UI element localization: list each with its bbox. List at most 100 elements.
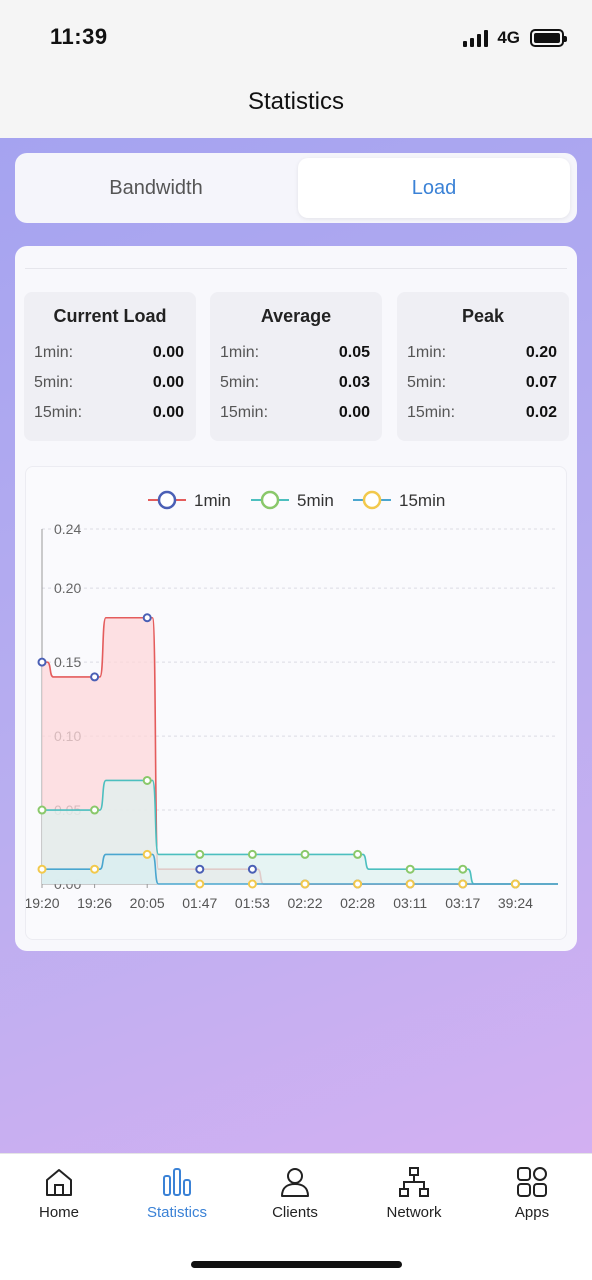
stat-value: 0.02: [525, 404, 557, 421]
stat-label: 1min:: [220, 344, 260, 361]
nav-clients[interactable]: Clients: [236, 1154, 354, 1234]
signal-icon: [463, 29, 489, 47]
load-card: Current Load 1min: 0.00 5min: 0.00 15min: 0…: [15, 246, 577, 951]
series-line-15min: [42, 853, 558, 885]
statistics-icon: [163, 1168, 191, 1196]
network-type: 4G: [497, 28, 520, 47]
stat-value: 0.03: [338, 374, 370, 391]
data-point-5min: [90, 805, 100, 815]
data-point-5min: [142, 775, 152, 785]
y-tick-label: 0.20: [54, 580, 81, 596]
home-icon: [46, 1169, 72, 1196]
series-area-15min: [42, 854, 558, 884]
x-tick-label: 39:24: [498, 895, 533, 911]
legend-label: 15min: [399, 491, 445, 510]
stat-label: 5min:: [220, 374, 260, 391]
status-indicators: 4G: [463, 26, 567, 50]
stat-row: 5min: 0.03: [220, 374, 370, 396]
load-chart: 0.000.050.100.150.200.2419:2019:2620:050…: [25, 466, 567, 940]
nav-label: Clients: [272, 1204, 318, 1221]
nav-label: Home: [38, 1204, 79, 1221]
bottom-nav: Home Statistics Clients Network: [0, 1153, 592, 1280]
stat-title: Average: [260, 306, 332, 326]
stat-current-load: Current Load 1min: 0.00 5min: 0.00 15min: 0…: [24, 292, 196, 441]
data-point-15min: [142, 849, 152, 859]
data-point-15min: [353, 879, 363, 889]
data-point-15min: [90, 864, 100, 874]
data-point-5min: [37, 805, 47, 815]
legend-marker-1min: [157, 490, 177, 510]
status-time: 11:39: [50, 24, 108, 49]
x-tick-label: 02:28: [340, 895, 375, 911]
data-point-5min: [353, 849, 363, 859]
clients-icon: [281, 1168, 309, 1197]
stat-value: 0.05: [338, 344, 370, 361]
nav-apps[interactable]: Apps: [473, 1154, 591, 1234]
nav-statistics[interactable]: Statistics: [118, 1154, 236, 1234]
divider: [25, 268, 567, 269]
legend-label: 1min: [194, 491, 231, 510]
stat-title: Peak: [461, 306, 505, 326]
stat-row: 5min: 0.07: [407, 374, 557, 396]
data-point-1min: [195, 864, 205, 874]
data-point-15min: [37, 864, 47, 874]
y-tick-label: 0.15: [54, 654, 81, 670]
data-point-1min: [247, 864, 257, 874]
stat-average: Average 1min: 0.05 5min: 0.03 15min: 0.00: [210, 292, 382, 441]
stat-row: 15min: 0.00: [220, 404, 370, 426]
stat-row: 1min: 0.05: [220, 344, 370, 366]
data-point-15min: [300, 879, 310, 889]
stat-value: 0.00: [338, 404, 370, 421]
x-tick-label: 01:47: [182, 895, 217, 911]
data-point-5min: [195, 849, 205, 859]
network-icon: [399, 1167, 429, 1197]
stat-label: 15min:: [220, 404, 269, 421]
stat-row: 1min: 0.20: [407, 344, 557, 366]
data-point-15min: [247, 879, 257, 889]
tab-bandwidth[interactable]: Bandwidth: [109, 176, 203, 199]
page-title: Statistics: [247, 88, 345, 115]
x-tick-label: 03:17: [445, 895, 480, 911]
x-tick-label: 02:22: [287, 895, 322, 911]
home-indicator: [191, 1261, 402, 1268]
stat-value: 0.07: [525, 374, 557, 391]
x-tick-label: 19:20: [26, 895, 60, 911]
apps-icon: [517, 1167, 547, 1197]
data-point-1min: [90, 672, 100, 682]
data-point-1min: [142, 613, 152, 623]
data-point-5min: [300, 849, 310, 859]
stat-label: 1min:: [407, 344, 447, 361]
legend-marker-5min: [260, 490, 280, 510]
data-point-15min: [195, 879, 205, 889]
y-tick-label: 0.24: [54, 521, 81, 537]
nav-home[interactable]: Home: [0, 1154, 118, 1234]
series-area-5min: [42, 780, 558, 884]
stat-label: 5min:: [407, 374, 447, 391]
stat-row: 15min: 0.00: [34, 404, 184, 426]
tab-load[interactable]: Load: [298, 158, 570, 218]
series-line-5min: [42, 779, 558, 885]
data-point-15min: [458, 879, 468, 889]
stat-label: 15min:: [34, 404, 83, 421]
x-tick-label: 01:53: [235, 895, 270, 911]
data-point-15min: [510, 879, 520, 889]
nav-label: Apps: [514, 1204, 550, 1221]
stat-value: 0.00: [152, 374, 184, 391]
stat-label: 1min:: [34, 344, 74, 361]
stat-value: 0.20: [525, 344, 557, 361]
stat-row: 1min: 0.00: [34, 344, 184, 366]
stat-label: 5min:: [34, 374, 74, 391]
data-point-5min: [247, 849, 257, 859]
x-tick-label: 20:05: [130, 895, 165, 911]
data-point-15min: [405, 879, 415, 889]
battery-icon: [530, 29, 567, 47]
stat-value: 0.00: [152, 344, 184, 361]
stat-row: 15min: 0.02: [407, 404, 557, 426]
nav-network[interactable]: Network: [355, 1154, 473, 1234]
data-point-5min: [405, 864, 415, 874]
legend-label: 5min: [297, 491, 334, 510]
segment-tabs: Bandwidth Load: [15, 153, 577, 223]
top-bar: 11:39 4G Statistics: [0, 0, 592, 138]
stat-value: 0.00: [152, 404, 184, 421]
stat-peak: Peak 1min: 0.20 5min: 0.07 15min: 0.02: [397, 292, 569, 441]
